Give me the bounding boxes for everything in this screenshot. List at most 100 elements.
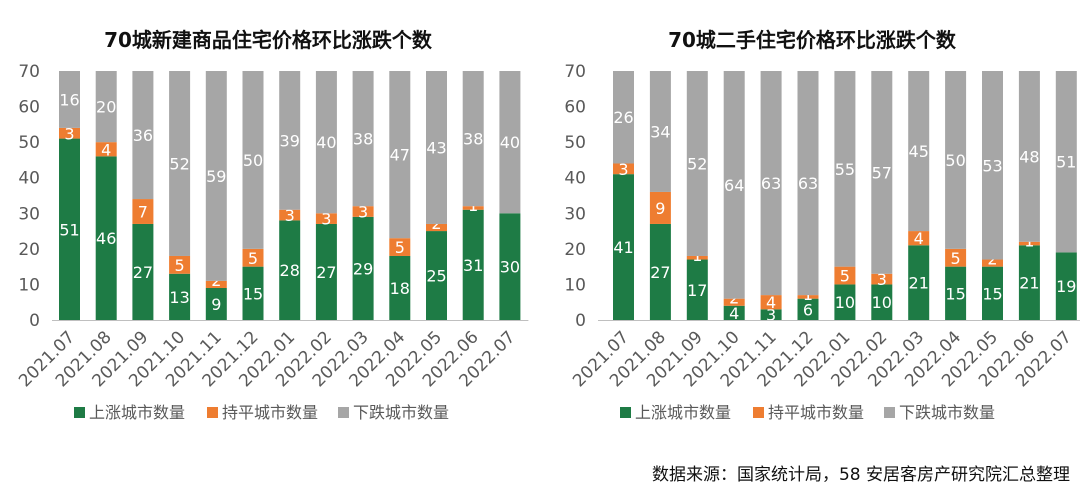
chart1-bar-flat xyxy=(279,209,301,221)
chart1-data-label: 13 xyxy=(169,288,189,307)
source-note: 数据来源：国家统计局，58 安居客房产研究院汇总整理 xyxy=(651,465,1070,485)
chart2-bar-up xyxy=(982,266,1003,320)
chart1-bar-up xyxy=(279,220,301,320)
chart1-data-label: 5 xyxy=(248,249,258,268)
chart1-data-label: 50 xyxy=(243,151,263,170)
chart1-data-label: 31 xyxy=(463,256,483,275)
chart1-legend-swatch-flat xyxy=(207,407,218,418)
chart1-ytick-label: 40 xyxy=(18,169,40,189)
chart2-legend-label: 上涨城市数量 xyxy=(635,403,731,422)
chart2-data-label: 10 xyxy=(835,293,855,312)
chart1-bar-down xyxy=(426,71,447,224)
chart2-data-label: 4 xyxy=(729,304,739,323)
chart2-data-label: 5 xyxy=(840,267,850,286)
chart2-data-label: 45 xyxy=(909,142,929,161)
chart1-bar-up xyxy=(132,223,154,320)
chart2-data-label: 41 xyxy=(613,238,633,257)
chart1-bar-down xyxy=(95,71,117,143)
chart2-data-label: 10 xyxy=(872,293,892,312)
chart2-data-label: 5 xyxy=(951,249,961,268)
chart1-bar-flat xyxy=(426,223,447,232)
chart2-bar-down xyxy=(945,71,967,249)
chart2-bar-down xyxy=(760,71,782,296)
chart2-legend-swatch-flat xyxy=(753,407,764,418)
chart2-data-label: 55 xyxy=(835,160,855,179)
chart2-data-label: 63 xyxy=(798,174,818,193)
chart1-data-label: 15 xyxy=(243,284,263,303)
chart2-ytick-label: 70 xyxy=(564,62,586,82)
chart1-data-label: 7 xyxy=(138,203,148,222)
chart1-bar-down xyxy=(242,71,264,249)
chart1-data-label: 38 xyxy=(353,130,373,149)
chart1-data-label: 3 xyxy=(285,206,295,225)
chart1-ytick-label: 0 xyxy=(29,311,40,331)
chart2-data-label: 26 xyxy=(613,108,633,127)
chart2-bar-flat xyxy=(723,298,745,306)
chart2-bar-down xyxy=(686,71,708,256)
chart2-data-label: 52 xyxy=(687,154,707,173)
chart1-legend-swatch-up xyxy=(74,407,85,418)
chart2-bar-up xyxy=(760,309,782,320)
chart1-data-label: 20 xyxy=(96,98,116,117)
chart1-bar-down xyxy=(59,71,80,128)
chart2-data-label: 57 xyxy=(872,163,892,182)
chart1-bar-flat xyxy=(169,255,191,274)
chart1-bar-up xyxy=(315,223,337,320)
chart2-bar-down xyxy=(982,71,1003,260)
chart1-data-label: 40 xyxy=(316,133,336,152)
chart2-data-label: 3 xyxy=(766,306,776,325)
chart1-data-label: 5 xyxy=(175,256,185,275)
chart1-bar-flat xyxy=(59,127,80,139)
chart1-data-label: 3 xyxy=(321,210,331,229)
chart1-data-label: 3 xyxy=(64,124,74,143)
chart2-bar-flat xyxy=(1018,241,1040,246)
chart1-data-label: 3 xyxy=(358,203,368,222)
chart1-bar-down xyxy=(389,71,411,239)
chart1-bar-flat xyxy=(95,142,117,157)
chart2-legend-swatch-down xyxy=(884,407,895,418)
chart1-bar-down xyxy=(169,71,191,256)
chart2-data-label: 21 xyxy=(909,274,929,293)
chart2-bar-flat xyxy=(613,163,634,175)
chart1-bar-up xyxy=(389,255,411,320)
chart1-legend-swatch-down xyxy=(338,407,349,418)
chart1-ytick-label: 20 xyxy=(18,240,40,260)
chart1-bar-down xyxy=(279,71,301,210)
chart2-bar-up xyxy=(1055,252,1077,320)
chart1-bar-down xyxy=(499,71,521,214)
chart2-bar-up xyxy=(613,174,634,320)
chart2-bar-up xyxy=(649,223,671,320)
chart1-bar-up xyxy=(242,266,264,320)
chart1-ytick-label: 30 xyxy=(18,204,40,224)
chart2-legend-label: 持平城市数量 xyxy=(768,403,864,422)
chart1-data-label: 38 xyxy=(463,130,483,149)
chart1-data-label: 29 xyxy=(353,259,373,278)
chart2-data-label: 63 xyxy=(761,174,781,193)
chart1-data-label: 40 xyxy=(500,133,520,152)
chart1-legend-label: 下跌城市数量 xyxy=(353,403,449,422)
chart2-data-label: 15 xyxy=(945,284,965,303)
chart1-data-label: 18 xyxy=(390,279,410,298)
chart1-data-label: 28 xyxy=(280,261,300,280)
chart2-data-label: 51 xyxy=(1056,153,1076,172)
chart2-data-label: 4 xyxy=(914,229,924,248)
chart2-data-label: 3 xyxy=(877,270,887,289)
chart2-bar-down xyxy=(649,71,671,192)
chart2-data-label: 34 xyxy=(650,122,670,141)
chart1-bar-up xyxy=(205,287,227,320)
chart2-bar-down xyxy=(797,71,819,296)
chart1-data-label: 27 xyxy=(316,263,336,282)
chart1-bar-up xyxy=(352,216,374,320)
chart1-title: 70城新建商品住宅价格环比涨跌个数 xyxy=(104,28,433,52)
chart1-bar-up xyxy=(59,138,80,320)
chart1-legend-label: 持平城市数量 xyxy=(222,403,318,422)
chart2-bar-down xyxy=(1055,71,1077,253)
chart1-data-label: 36 xyxy=(133,126,153,145)
chart1-bar-down xyxy=(205,71,227,281)
chart2-bar-flat xyxy=(760,295,782,310)
chart2-bar-down xyxy=(908,71,930,232)
chart2-bar-down xyxy=(723,71,745,299)
chart1-data-label: 52 xyxy=(169,154,189,173)
chart1-ytick-label: 50 xyxy=(18,133,40,153)
